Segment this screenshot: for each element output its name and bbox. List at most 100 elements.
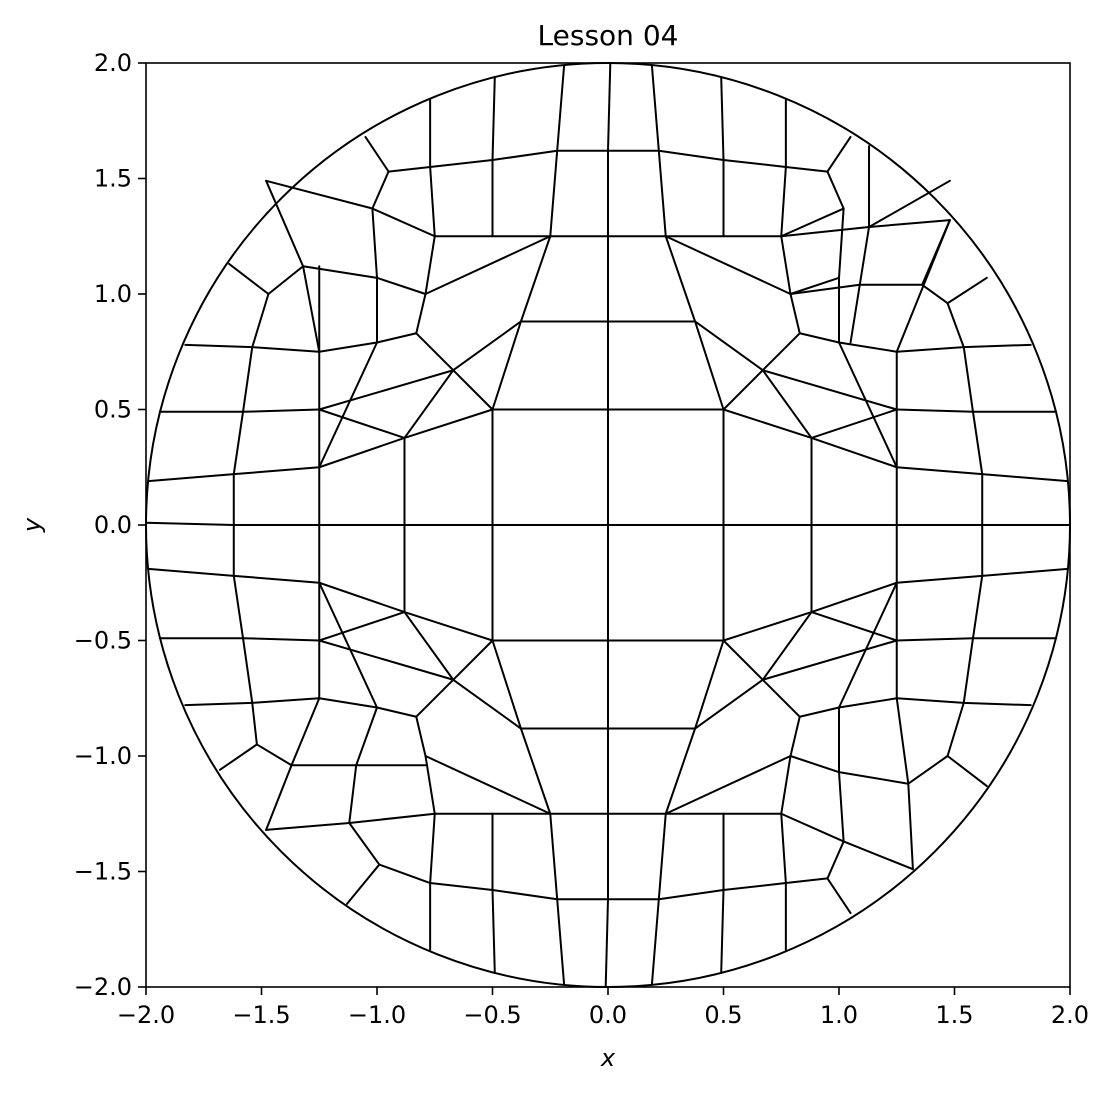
mesh-edge <box>798 332 840 344</box>
mesh-edge <box>452 320 522 372</box>
mesh-edge <box>345 863 381 905</box>
y-tick-label: 2.0 <box>94 49 132 77</box>
x-tick-label: −1.0 <box>348 1001 406 1029</box>
mesh-edge <box>607 62 612 152</box>
mesh-edge <box>265 821 351 831</box>
mesh-edge <box>232 574 321 584</box>
mesh-edge <box>784 877 829 885</box>
x-tick-label: 1.5 <box>935 1001 973 1029</box>
mesh-edge <box>251 293 270 349</box>
mesh-edge <box>789 755 840 774</box>
mesh-edge <box>318 341 378 353</box>
mesh-edge <box>491 888 559 901</box>
mesh-edge <box>355 706 378 767</box>
mesh-edge <box>789 715 801 757</box>
mesh-edge <box>946 755 988 788</box>
mesh-edge <box>429 812 436 885</box>
mesh-edge <box>838 771 910 785</box>
mesh-edge <box>549 149 559 238</box>
mesh-edge <box>424 755 436 815</box>
mesh-edge <box>722 369 764 411</box>
mesh-edge <box>491 149 559 162</box>
mesh-edge <box>318 436 406 469</box>
mesh-edge <box>415 715 427 757</box>
mesh-edge <box>657 149 667 238</box>
y-axis-ticks: −2.0 −1.5 −1.0 −0.5 0.0 0.5 1.0 1.5 2.0 <box>74 49 146 1001</box>
mesh-edge <box>491 888 496 975</box>
y-tick-label: 0.0 <box>94 511 132 539</box>
mesh-edge <box>780 235 792 295</box>
mesh-edge <box>376 332 418 344</box>
mesh-edge <box>838 771 845 843</box>
mesh-edge <box>376 276 427 295</box>
mesh-edge <box>722 639 764 681</box>
mesh-edge <box>251 346 321 353</box>
mesh-edge <box>251 701 258 746</box>
mesh-edge <box>403 408 494 439</box>
x-axis-label: x <box>600 1044 616 1072</box>
mesh-edge <box>921 283 949 305</box>
x-tick-label: 1.0 <box>820 1001 858 1029</box>
mesh-edge <box>810 611 898 642</box>
mesh-edge <box>971 410 984 476</box>
mesh-edge <box>242 637 254 704</box>
mesh-edge <box>761 611 813 681</box>
mesh-edge <box>895 574 984 584</box>
mesh-edge <box>371 170 390 210</box>
mesh-edge <box>789 276 840 295</box>
mesh-edge <box>265 764 293 831</box>
mesh-edge <box>302 265 321 353</box>
mesh-edge <box>415 332 455 372</box>
x-tick-label: 2.0 <box>1051 1001 1089 1029</box>
mesh-edge <box>650 64 660 152</box>
mesh-edge <box>694 639 725 730</box>
mesh-edge <box>364 135 390 173</box>
x-tick-label: −0.5 <box>463 1001 521 1029</box>
mesh-edge <box>232 410 245 476</box>
mesh-edge <box>452 678 522 730</box>
mesh-edge <box>842 840 914 871</box>
mesh-edge <box>452 639 494 681</box>
mesh-edge <box>147 567 235 577</box>
mesh-edge <box>424 235 436 295</box>
chart-title: Lesson 04 <box>538 19 679 52</box>
mesh-edge <box>784 165 829 173</box>
mesh-edge <box>895 637 974 642</box>
mesh-edge <box>810 408 898 439</box>
mesh-edge <box>491 320 522 411</box>
mesh-edge <box>981 473 1069 483</box>
mesh-edge <box>232 574 245 640</box>
mesh-edge <box>694 678 764 730</box>
y-tick-label: −1.0 <box>74 742 132 770</box>
mesh-edge <box>232 466 321 476</box>
mesh-edge <box>657 149 725 162</box>
mesh-edge <box>255 743 293 767</box>
mesh-edge <box>378 863 432 885</box>
mesh-edge <box>318 408 406 439</box>
x-tick-label: 0.5 <box>704 1001 742 1029</box>
mesh-edge <box>519 235 552 323</box>
mesh-edge <box>826 170 845 210</box>
mesh-edge <box>664 235 792 295</box>
x-axis-ticks: −2.0 −1.5 −1.0 −0.5 0.0 0.5 1.0 1.5 2.0 <box>117 987 1089 1029</box>
mesh-edge <box>403 369 455 439</box>
mesh-edge <box>780 207 845 238</box>
mesh-edge <box>798 706 840 718</box>
mesh-edge <box>694 320 725 411</box>
mesh-edge <box>780 812 787 885</box>
mesh-edge <box>838 341 898 469</box>
mesh-edge <box>251 697 321 704</box>
mesh-edge <box>895 408 974 413</box>
mesh-edge <box>318 581 406 614</box>
mesh-edge <box>838 581 898 709</box>
mesh-edge <box>491 75 496 162</box>
mesh-edge <box>895 697 965 704</box>
mesh-edge <box>761 332 801 372</box>
mesh-edge <box>650 898 660 986</box>
mesh-edge <box>302 265 378 279</box>
mesh-edge <box>962 346 974 413</box>
mesh-edge <box>371 207 436 238</box>
mesh-edge <box>946 701 965 757</box>
mesh-edge <box>424 755 552 815</box>
